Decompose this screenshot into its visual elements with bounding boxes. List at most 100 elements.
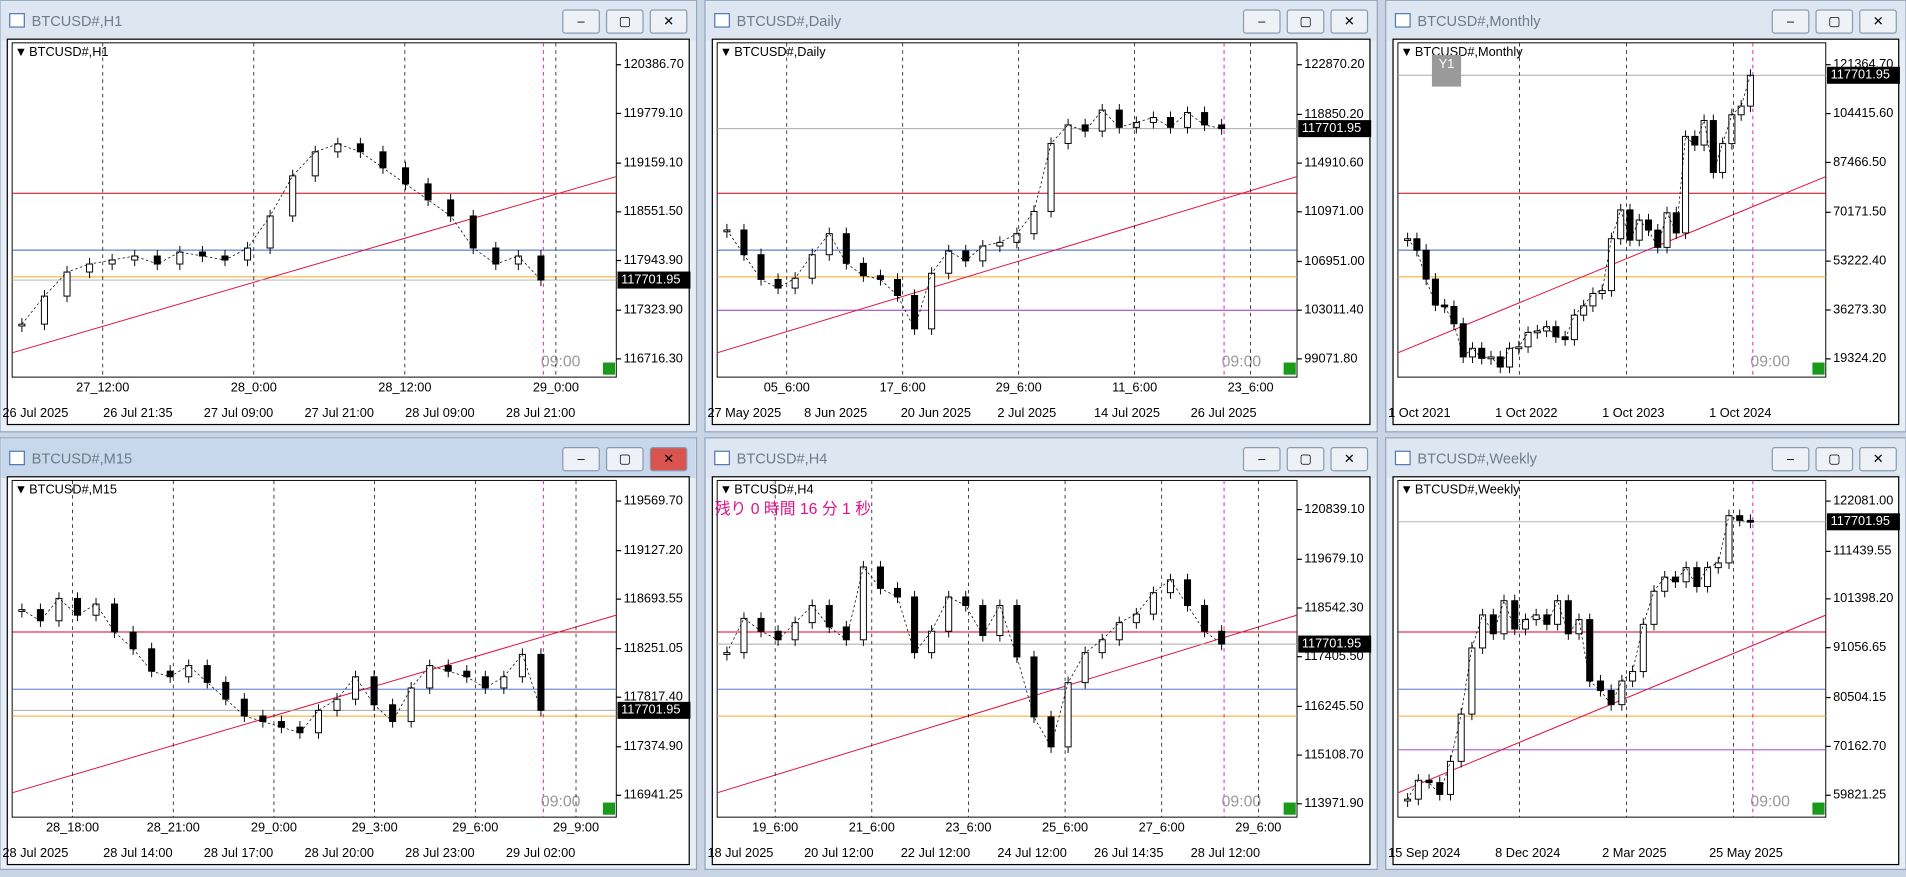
maximize-button[interactable]: [1815, 447, 1854, 472]
candle-body: [176, 251, 184, 265]
period-button-label[interactable]: Y1: [1439, 56, 1455, 71]
candle-body: [334, 143, 342, 153]
time-axis-label: 20 Jun 2025: [901, 405, 971, 420]
minimize-button[interactable]: [1242, 447, 1281, 472]
candle-body: [1218, 630, 1226, 645]
candle-body: [1654, 229, 1662, 248]
maximize-glyph[interactable]: ▢: [1299, 14, 1311, 29]
candle-body: [757, 617, 765, 632]
candle-body: [1725, 515, 1733, 564]
minimize-glyph[interactable]: –: [577, 451, 585, 466]
minimize-glyph[interactable]: –: [577, 14, 585, 29]
candle-body: [1650, 590, 1658, 625]
candle-body: [244, 247, 252, 261]
candle-body: [370, 676, 378, 706]
candle-body: [1617, 209, 1625, 240]
chart-menu-arrow: ▼: [720, 44, 733, 59]
close-button[interactable]: [1859, 9, 1897, 34]
time-axis-label: 8 Dec 2024: [1495, 845, 1560, 860]
maximize-button[interactable]: [1286, 447, 1325, 472]
candle-body: [259, 715, 267, 723]
time-axis-label: 14 Jul 2025: [1094, 405, 1160, 420]
candle-body: [203, 665, 211, 683]
minimize-button[interactable]: [1242, 9, 1281, 34]
minimize-glyph[interactable]: –: [1258, 14, 1266, 29]
minimize-glyph[interactable]: –: [1787, 451, 1795, 466]
maximize-button[interactable]: [1286, 9, 1325, 34]
y-tick-label: 119159.10: [624, 154, 683, 169]
minimize-button[interactable]: [1771, 447, 1810, 472]
minimize-button[interactable]: [1771, 9, 1810, 34]
close-glyph[interactable]: ✕: [1873, 451, 1884, 466]
bid-box: [1298, 635, 1372, 653]
candle-body: [537, 653, 545, 711]
maximize-glyph[interactable]: ▢: [1828, 14, 1840, 29]
close-glyph[interactable]: ✕: [1344, 14, 1355, 29]
time-tick-label: 27_12:00: [76, 379, 129, 394]
trend-line: [12, 614, 617, 794]
y-tick-label: 117943.90: [624, 252, 683, 267]
session-label: 09:00: [1750, 794, 1790, 811]
candle-body: [1425, 779, 1433, 784]
maximize-glyph[interactable]: ▢: [619, 14, 631, 29]
candle-body: [996, 605, 1004, 636]
time-axis-label: 26 Jul 14:35: [1094, 845, 1163, 860]
candle-body: [1596, 680, 1604, 691]
close-button[interactable]: [649, 9, 688, 34]
bid-label: 117701.95: [621, 702, 680, 717]
candle-body: [1218, 124, 1226, 130]
candle-body: [1580, 305, 1588, 316]
maximize-glyph[interactable]: ▢: [1828, 451, 1840, 466]
candle-body: [1457, 713, 1465, 762]
maximize-button[interactable]: [1815, 9, 1854, 34]
maximize-glyph[interactable]: ▢: [1299, 451, 1311, 466]
chart-menu-arrow: ▼: [1400, 482, 1413, 497]
time-tick-label: 21_6:00: [849, 819, 895, 834]
candle-body: [1064, 124, 1072, 144]
close-glyph[interactable]: ✕: [663, 14, 674, 29]
period-button[interactable]: [1431, 54, 1462, 87]
candle-body: [1552, 326, 1560, 338]
close-glyph[interactable]: ✕: [1873, 14, 1884, 29]
session-label: 09:00: [541, 794, 581, 811]
candle-body: [1098, 109, 1106, 132]
plot-area: [716, 479, 1298, 818]
close-button[interactable]: [1859, 447, 1897, 472]
y-tick-label: 117817.40: [624, 689, 683, 704]
close-button[interactable]: [649, 447, 688, 472]
minimize-glyph[interactable]: –: [1258, 451, 1266, 466]
candle-body: [40, 295, 48, 325]
session-label: 09:00: [1750, 354, 1790, 371]
close-button[interactable]: [1330, 9, 1369, 34]
status-icon: [1812, 802, 1825, 815]
time-axis-label: 24 Jul 12:00: [997, 845, 1066, 860]
candle-body: [63, 271, 71, 297]
y-tick-label: 101398.20: [1833, 590, 1893, 605]
candle-body: [153, 255, 161, 265]
maximize-button[interactable]: [605, 9, 644, 34]
candle-body: [222, 681, 230, 700]
minimize-button[interactable]: [562, 9, 600, 34]
candle-body: [791, 277, 799, 289]
candle-body: [389, 704, 397, 723]
close-button[interactable]: [1330, 447, 1369, 472]
candle-body: [1663, 212, 1671, 248]
maximize-button[interactable]: [605, 447, 644, 472]
chart-label: BTCUSD#,Weekly: [1415, 482, 1520, 497]
candle-body: [463, 670, 471, 678]
close-line: [21, 143, 542, 325]
candle-body: [73, 597, 82, 616]
close-glyph[interactable]: ✕: [663, 451, 674, 466]
candle-body: [1607, 238, 1615, 292]
status-icon: [1283, 362, 1296, 375]
candle-body: [1524, 331, 1532, 348]
candle-body: [1639, 623, 1647, 673]
minimize-glyph[interactable]: –: [1787, 14, 1795, 29]
candle-body: [1404, 798, 1412, 802]
candle-body: [1682, 135, 1690, 234]
maximize-glyph[interactable]: ▢: [619, 451, 631, 466]
close-glyph[interactable]: ✕: [1344, 451, 1355, 466]
candle-body: [1672, 212, 1680, 234]
minimize-button[interactable]: [562, 447, 600, 472]
time-axis-label: 28 Jul 12:00: [1191, 845, 1260, 860]
